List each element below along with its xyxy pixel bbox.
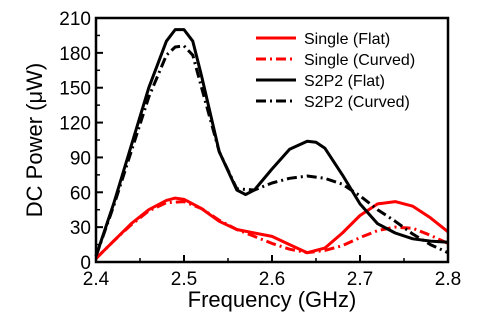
y-tick-label: 0 [80, 253, 91, 274]
x-tick-label: 2.4 [83, 269, 110, 290]
ticks: 2.4 2.5 2.6 2.7 2.8 0 30 60 90 120 150 180 210 [59, 9, 461, 290]
y-axis-title: DC Power (μW) [22, 63, 47, 217]
legend-label-2: Single (Curved) [304, 52, 415, 69]
x-axis-title: Frequency (GHz) [188, 287, 357, 312]
y-tick-label: 180 [59, 44, 91, 65]
y-tick-label: 90 [70, 148, 91, 169]
series-line-1 [94, 196, 449, 260]
y-tick-label: 30 [70, 218, 91, 239]
x-tick-label: 2.5 [171, 269, 197, 290]
x-tick-label: 2.6 [259, 269, 285, 290]
series-layer [94, 28, 449, 260]
legend-label-4: S2P2 (Curved) [304, 94, 410, 111]
x-tick-label: 2.7 [347, 269, 373, 290]
y-tick-label: 120 [59, 114, 91, 135]
x-tick-label: 2.8 [435, 269, 461, 290]
y-tick-label: 150 [59, 79, 91, 100]
legend: Single (Flat) Single (Curved) S2P2 (Flat) S… [256, 31, 415, 111]
legend-label-3: S2P2 (Flat) [304, 73, 385, 90]
series-line-4 [94, 44, 449, 257]
y-tick-label: 210 [59, 9, 91, 30]
y-tick-label: 60 [70, 183, 91, 204]
legend-label-1: Single (Flat) [304, 31, 390, 48]
